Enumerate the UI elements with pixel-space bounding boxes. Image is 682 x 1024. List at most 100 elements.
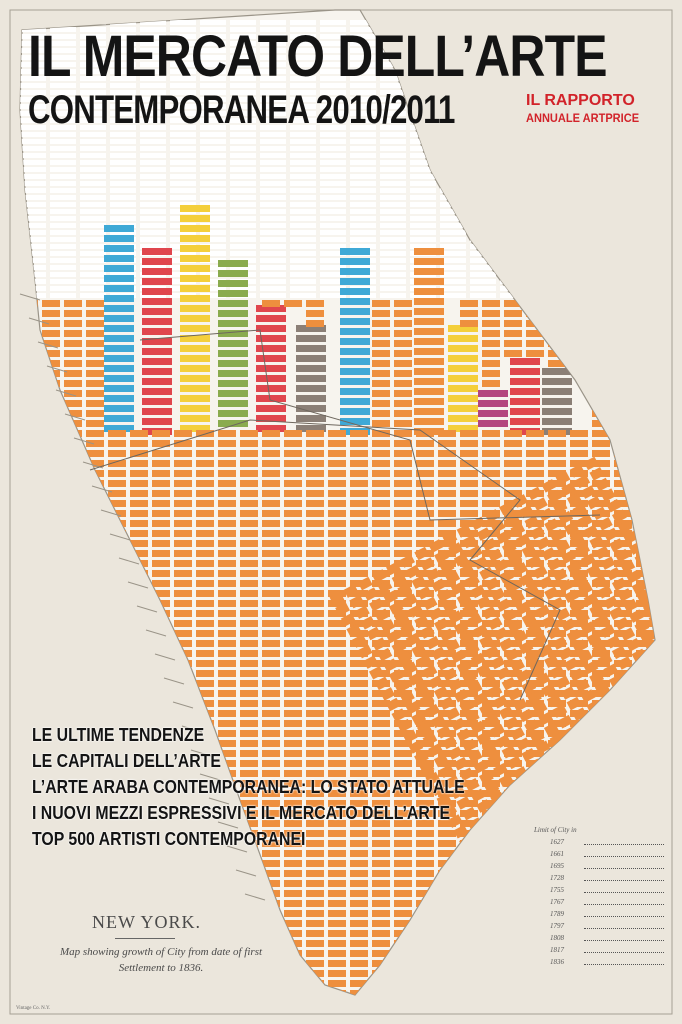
city-block — [394, 690, 412, 697]
city-block — [256, 405, 286, 412]
city-block — [230, 181, 256, 186]
city-block — [306, 650, 324, 657]
city-block — [394, 860, 412, 867]
city-block — [524, 651, 540, 665]
city-block — [218, 450, 236, 457]
city-block — [196, 510, 214, 517]
city-block — [328, 480, 346, 487]
city-block — [50, 125, 76, 130]
city-block — [394, 530, 412, 537]
city-block — [548, 360, 566, 367]
legend-line — [584, 844, 664, 845]
city-block — [284, 900, 302, 907]
city-block — [140, 237, 166, 242]
city-block — [470, 516, 486, 531]
city-block — [394, 840, 412, 847]
city-block — [372, 830, 390, 837]
city-block — [104, 235, 134, 242]
city-block — [306, 910, 324, 917]
city-block — [284, 740, 302, 747]
city-block — [490, 655, 506, 670]
city-block — [284, 720, 302, 727]
legend-year: 1808 — [550, 934, 564, 942]
city-block — [140, 209, 166, 214]
city-block — [504, 640, 522, 647]
city-block — [140, 216, 166, 221]
city-block — [230, 55, 256, 60]
city-block — [306, 920, 324, 927]
city-block — [394, 870, 412, 877]
city-block — [130, 510, 148, 517]
city-block — [260, 118, 286, 123]
city-block — [104, 365, 134, 372]
city-block — [240, 650, 258, 657]
legend-row: 1755 — [540, 886, 670, 898]
city-block — [196, 530, 214, 537]
city-block — [504, 770, 522, 777]
city-block — [350, 590, 368, 597]
city-block — [230, 209, 256, 214]
city-block — [372, 320, 390, 327]
city-block — [218, 760, 236, 767]
city-block — [290, 125, 316, 130]
city-block — [240, 540, 258, 547]
city-block — [438, 610, 456, 617]
city-block — [50, 279, 76, 284]
city-block — [290, 188, 316, 193]
city-block — [152, 440, 170, 447]
city-block — [284, 680, 302, 687]
city-block — [240, 590, 258, 597]
pier-line — [217, 821, 239, 829]
city-block — [328, 630, 346, 637]
city-block — [482, 330, 500, 337]
city-block — [170, 62, 196, 67]
city-block — [180, 415, 210, 422]
city-block — [504, 350, 522, 357]
city-block — [196, 550, 214, 557]
city-block — [372, 500, 390, 507]
city-block — [609, 606, 624, 620]
city-block — [482, 360, 500, 367]
city-block — [328, 650, 346, 657]
city-block — [526, 680, 544, 687]
city-block — [262, 640, 280, 647]
city-block — [526, 510, 544, 517]
city-block — [460, 470, 478, 477]
city-block — [350, 490, 368, 497]
city-block — [526, 750, 544, 757]
city-block — [428, 539, 444, 553]
city-block — [142, 418, 172, 425]
city-block — [507, 619, 523, 634]
city-block — [350, 223, 376, 228]
city-block — [108, 460, 126, 467]
city-block — [80, 174, 106, 179]
city-block — [548, 470, 566, 477]
city-block — [174, 620, 192, 627]
city-block — [510, 418, 540, 425]
city-block — [86, 320, 104, 327]
city-block — [284, 660, 302, 667]
city-block — [569, 532, 585, 546]
city-block — [583, 524, 599, 539]
city-block — [20, 139, 46, 144]
city-block — [320, 104, 346, 109]
city-block — [230, 48, 256, 53]
city-block — [438, 580, 456, 587]
city-block — [104, 355, 134, 362]
city-block — [80, 258, 106, 263]
city-block — [130, 430, 148, 437]
city-block — [510, 388, 540, 395]
city-block — [438, 550, 456, 557]
city-block — [140, 244, 166, 249]
city-block — [504, 490, 522, 497]
city-block — [476, 799, 491, 813]
city-block — [459, 631, 475, 646]
city-block — [50, 272, 76, 277]
city-block — [425, 771, 441, 786]
city-block — [50, 174, 76, 179]
city-block — [493, 695, 508, 709]
city-block — [510, 378, 540, 385]
city-block — [64, 370, 82, 377]
city-block — [108, 480, 126, 487]
city-block — [372, 510, 390, 517]
